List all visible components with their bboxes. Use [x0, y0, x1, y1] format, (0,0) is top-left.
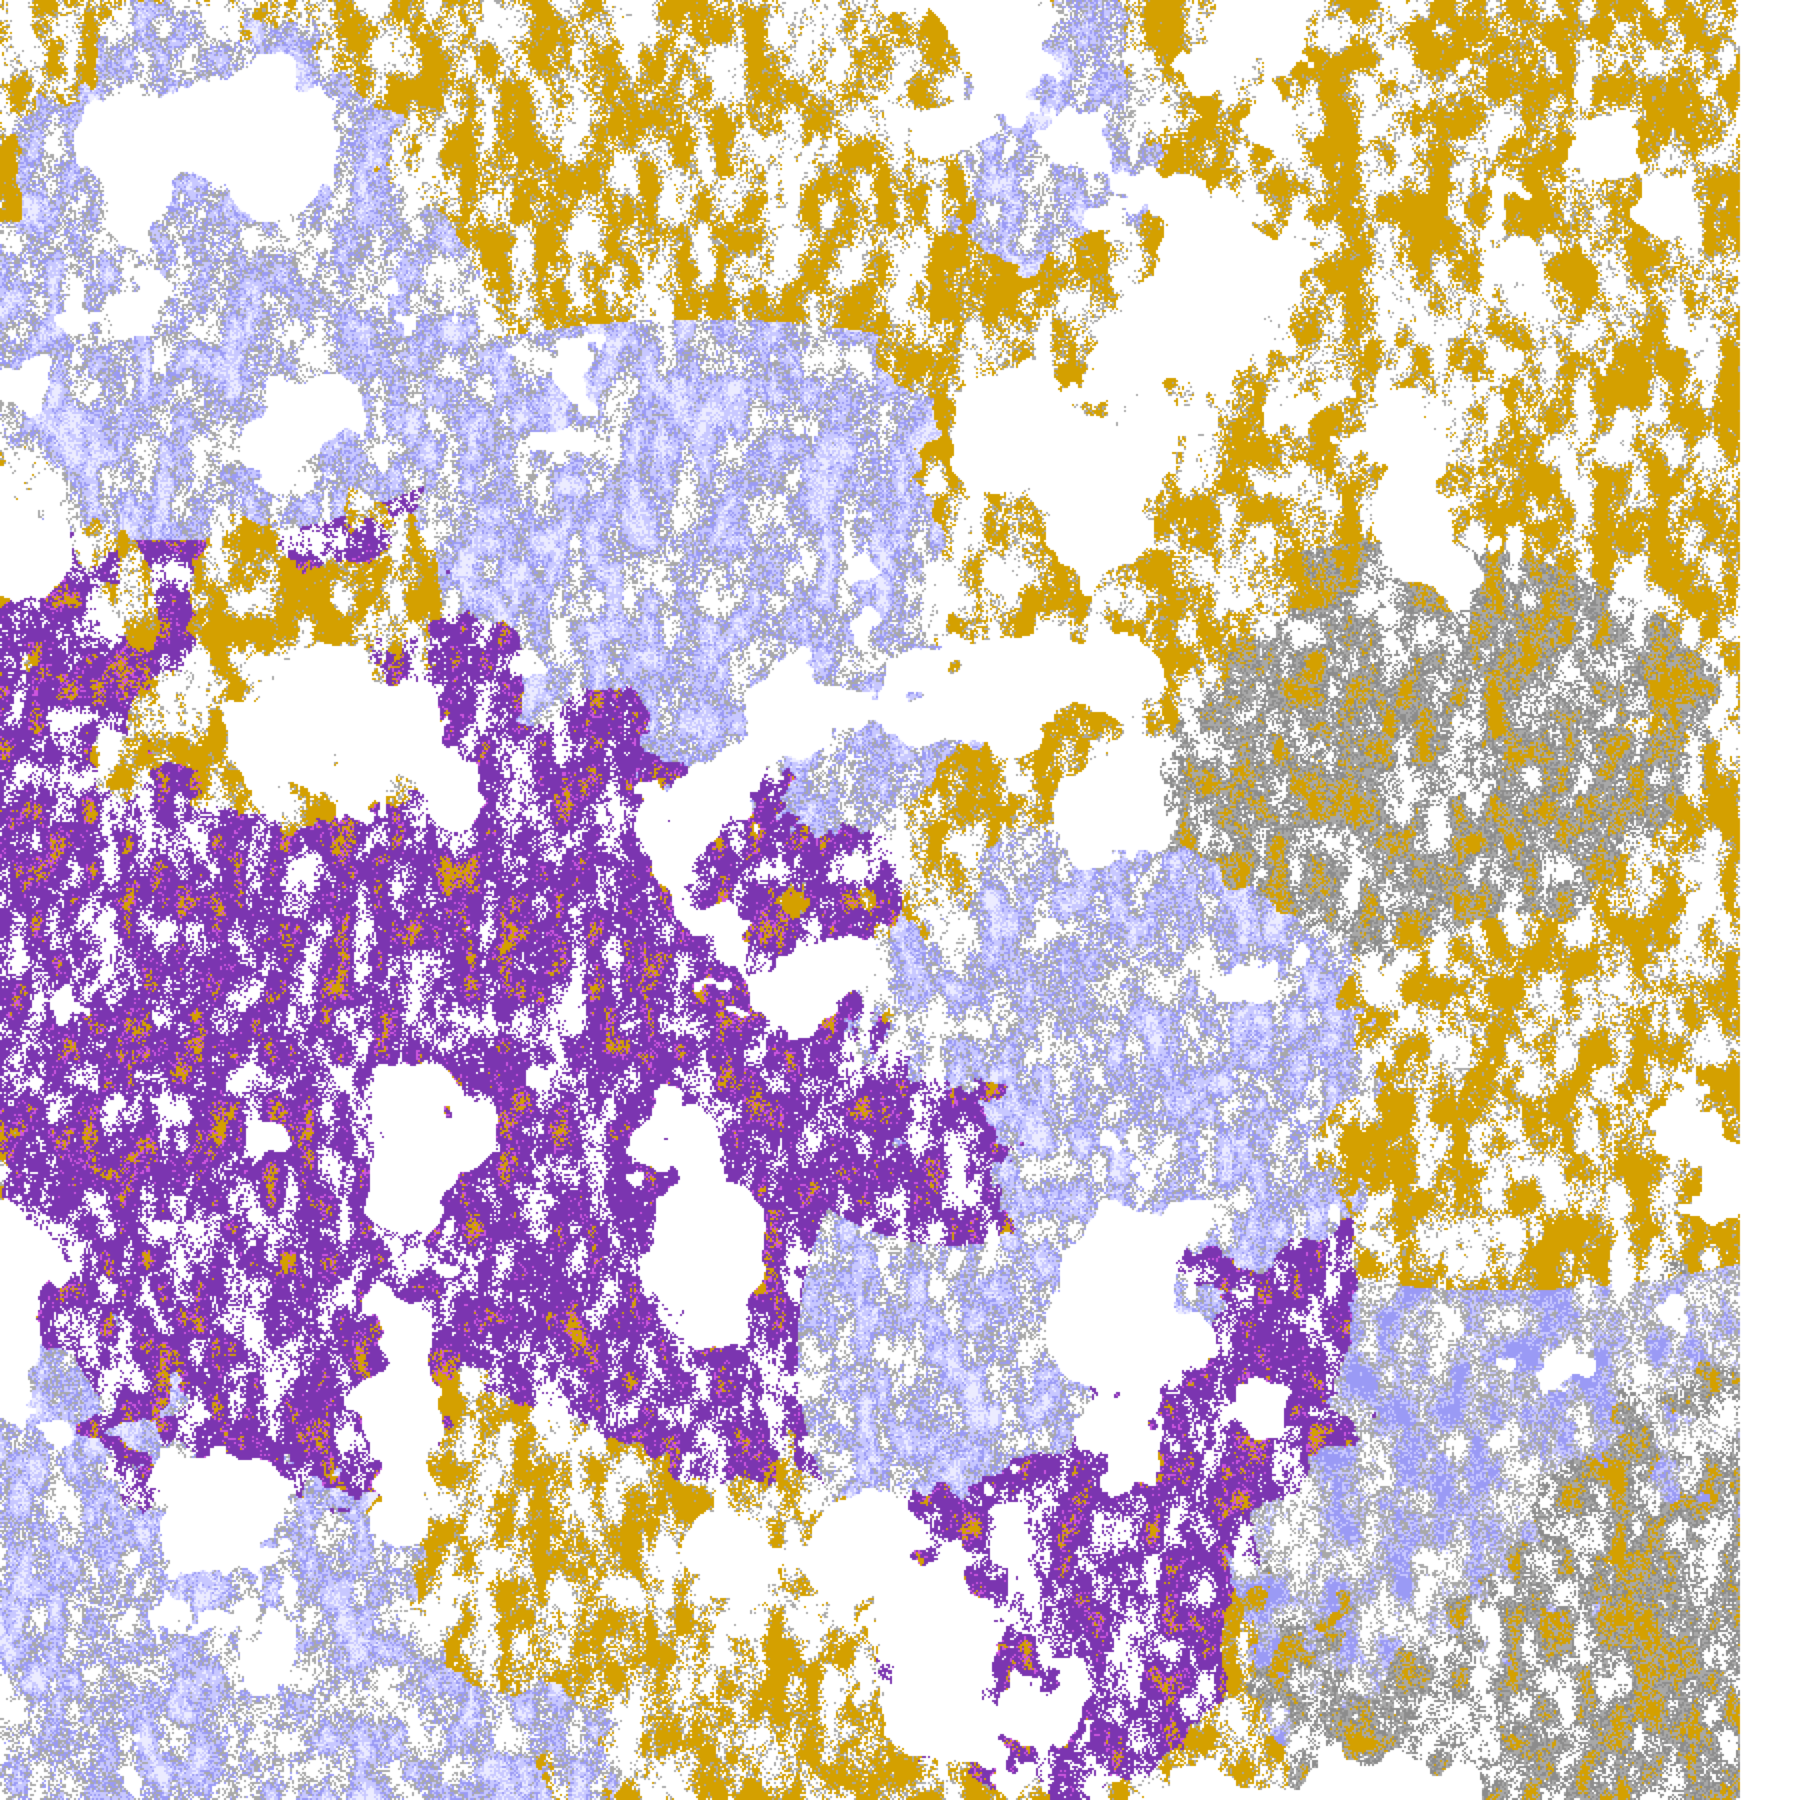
satellite-classification-map: [0, 0, 1800, 1800]
